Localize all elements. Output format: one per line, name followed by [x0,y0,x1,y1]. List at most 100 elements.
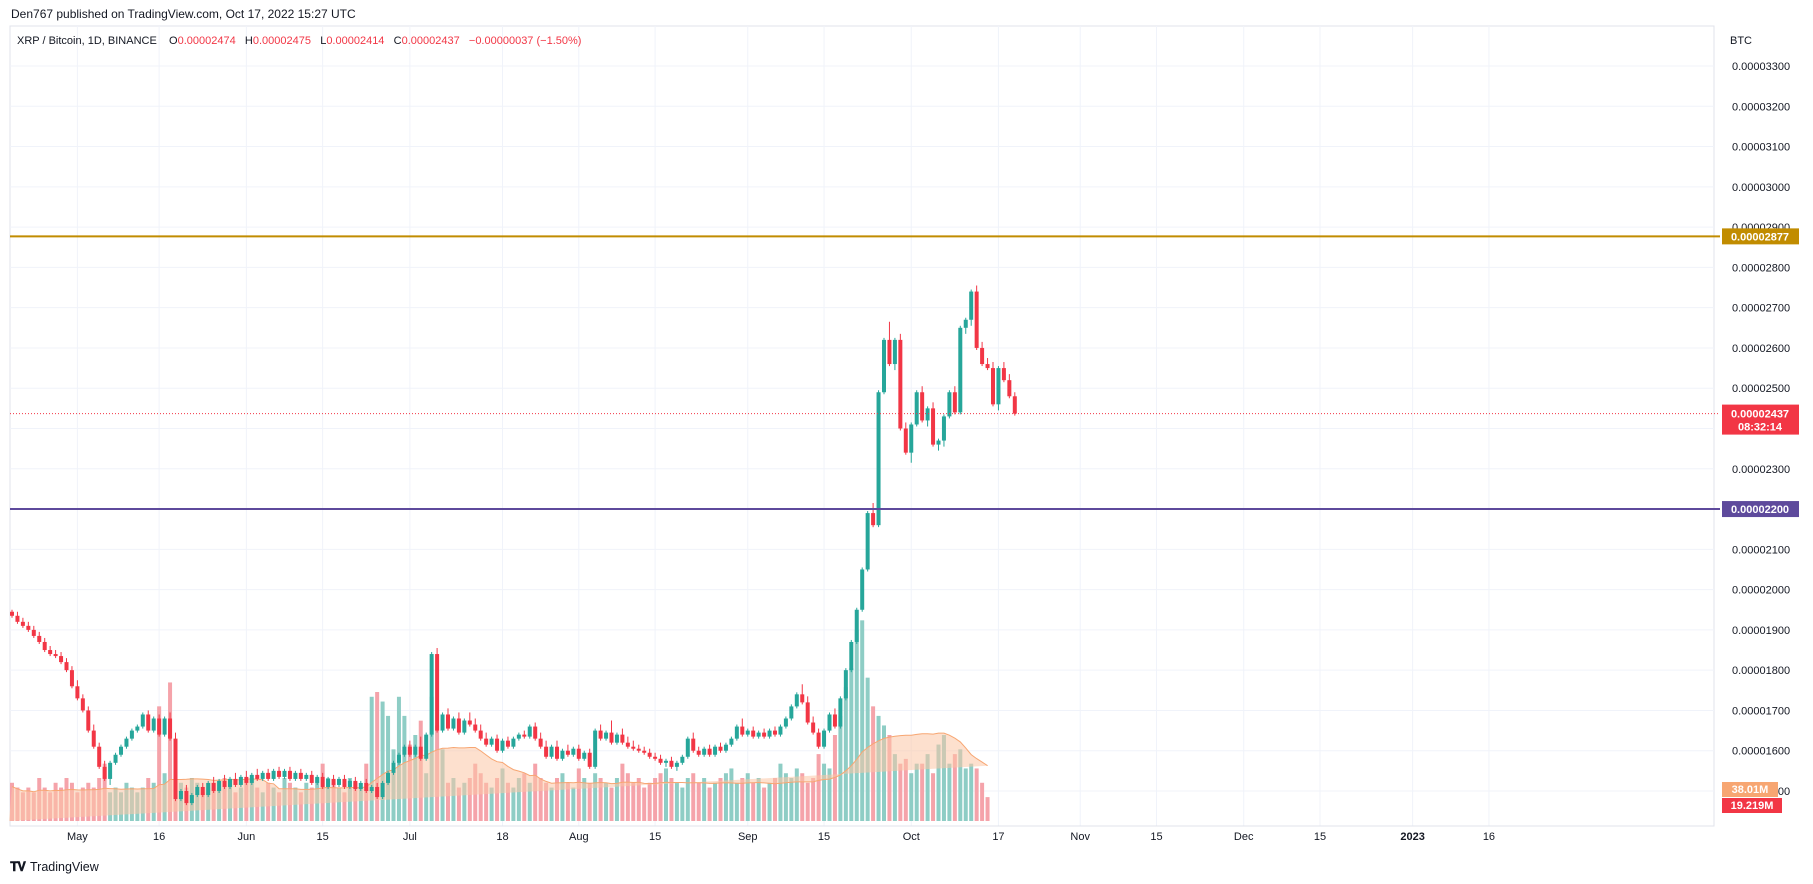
candle[interactable] [140,712,145,729]
candle[interactable] [304,772,309,781]
candle[interactable] [931,402,936,447]
candle[interactable] [838,696,843,729]
candle[interactable] [941,414,946,447]
candle[interactable] [996,366,1001,411]
candle[interactable] [364,778,369,794]
candle[interactable] [211,776,216,794]
candle[interactable] [614,732,619,745]
candle[interactable] [478,724,483,741]
candle[interactable] [331,774,336,787]
candle[interactable] [157,714,162,737]
candle[interactable] [773,726,777,737]
candle[interactable] [849,639,854,673]
candle[interactable] [587,748,592,769]
candle[interactable] [467,712,472,727]
candle[interactable] [669,756,674,769]
candle[interactable] [222,774,227,789]
candle[interactable] [320,772,325,789]
candle[interactable] [783,716,788,729]
candle[interactable] [549,744,554,759]
candle[interactable] [386,770,391,785]
candle[interactable] [380,780,385,800]
candle[interactable] [178,788,183,802]
candle[interactable] [282,768,287,779]
candle[interactable] [843,668,848,701]
candle[interactable] [64,658,69,673]
candle[interactable] [1001,362,1006,383]
candle[interactable] [762,728,767,739]
candle[interactable] [108,760,113,785]
candle[interactable] [909,422,914,463]
candle[interactable] [91,724,96,749]
candle[interactable] [767,728,772,739]
candle[interactable] [326,776,331,789]
candle[interactable] [396,752,401,765]
candle[interactable] [685,736,690,759]
candle[interactable] [113,752,118,765]
candle[interactable] [129,728,134,741]
candle[interactable] [952,386,957,415]
candle[interactable] [189,793,194,806]
candle[interactable] [723,742,728,753]
candle[interactable] [729,736,734,747]
candle[interactable] [59,652,64,665]
candle[interactable] [707,744,712,757]
candle[interactable] [206,780,211,798]
candle[interactable] [991,362,995,407]
candle[interactable] [135,724,140,733]
candle[interactable] [696,746,701,757]
candle[interactable] [805,696,810,725]
candle[interactable] [658,754,663,765]
candle[interactable] [898,333,903,431]
candle[interactable] [173,732,178,802]
candle[interactable] [734,724,739,741]
candle[interactable] [544,740,549,759]
candle[interactable] [195,784,200,798]
candle[interactable] [505,736,510,749]
candle[interactable] [298,768,303,781]
candle[interactable] [347,778,352,789]
candle[interactable] [249,772,254,785]
candle[interactable] [75,680,80,701]
candle[interactable] [31,625,36,638]
candle[interactable] [277,766,282,779]
candle[interactable] [582,750,587,761]
candle[interactable] [674,760,679,771]
candle[interactable] [511,736,516,749]
candle[interactable] [287,766,292,781]
candle[interactable] [811,716,816,735]
candle[interactable] [571,746,576,757]
candle[interactable] [794,692,799,709]
candle[interactable] [892,337,897,371]
candle[interactable] [925,406,930,427]
candle[interactable] [80,694,85,713]
candle[interactable] [446,708,450,731]
candle[interactable] [778,724,783,737]
candle[interactable] [451,716,456,731]
candle[interactable] [424,732,429,761]
candle[interactable] [353,776,358,791]
candle[interactable] [260,770,265,781]
candle[interactable] [255,768,260,781]
candle[interactable] [958,325,963,415]
candle[interactable] [217,778,222,794]
candle[interactable] [168,712,173,741]
candle[interactable] [184,784,189,806]
candle[interactable] [42,637,47,653]
candle[interactable] [495,734,500,753]
candle[interactable] [162,716,167,737]
candle[interactable] [86,706,91,733]
candle[interactable] [822,728,827,749]
candle[interactable] [702,746,707,757]
candle[interactable] [473,718,478,733]
candle[interactable] [903,422,908,455]
candle[interactable] [293,770,298,781]
candle[interactable] [527,724,532,739]
candle[interactable] [10,609,14,618]
candle[interactable] [369,784,374,794]
candle[interactable] [413,744,418,757]
candle[interactable] [402,744,407,757]
candle[interactable] [500,738,505,753]
candle[interactable] [119,744,123,757]
